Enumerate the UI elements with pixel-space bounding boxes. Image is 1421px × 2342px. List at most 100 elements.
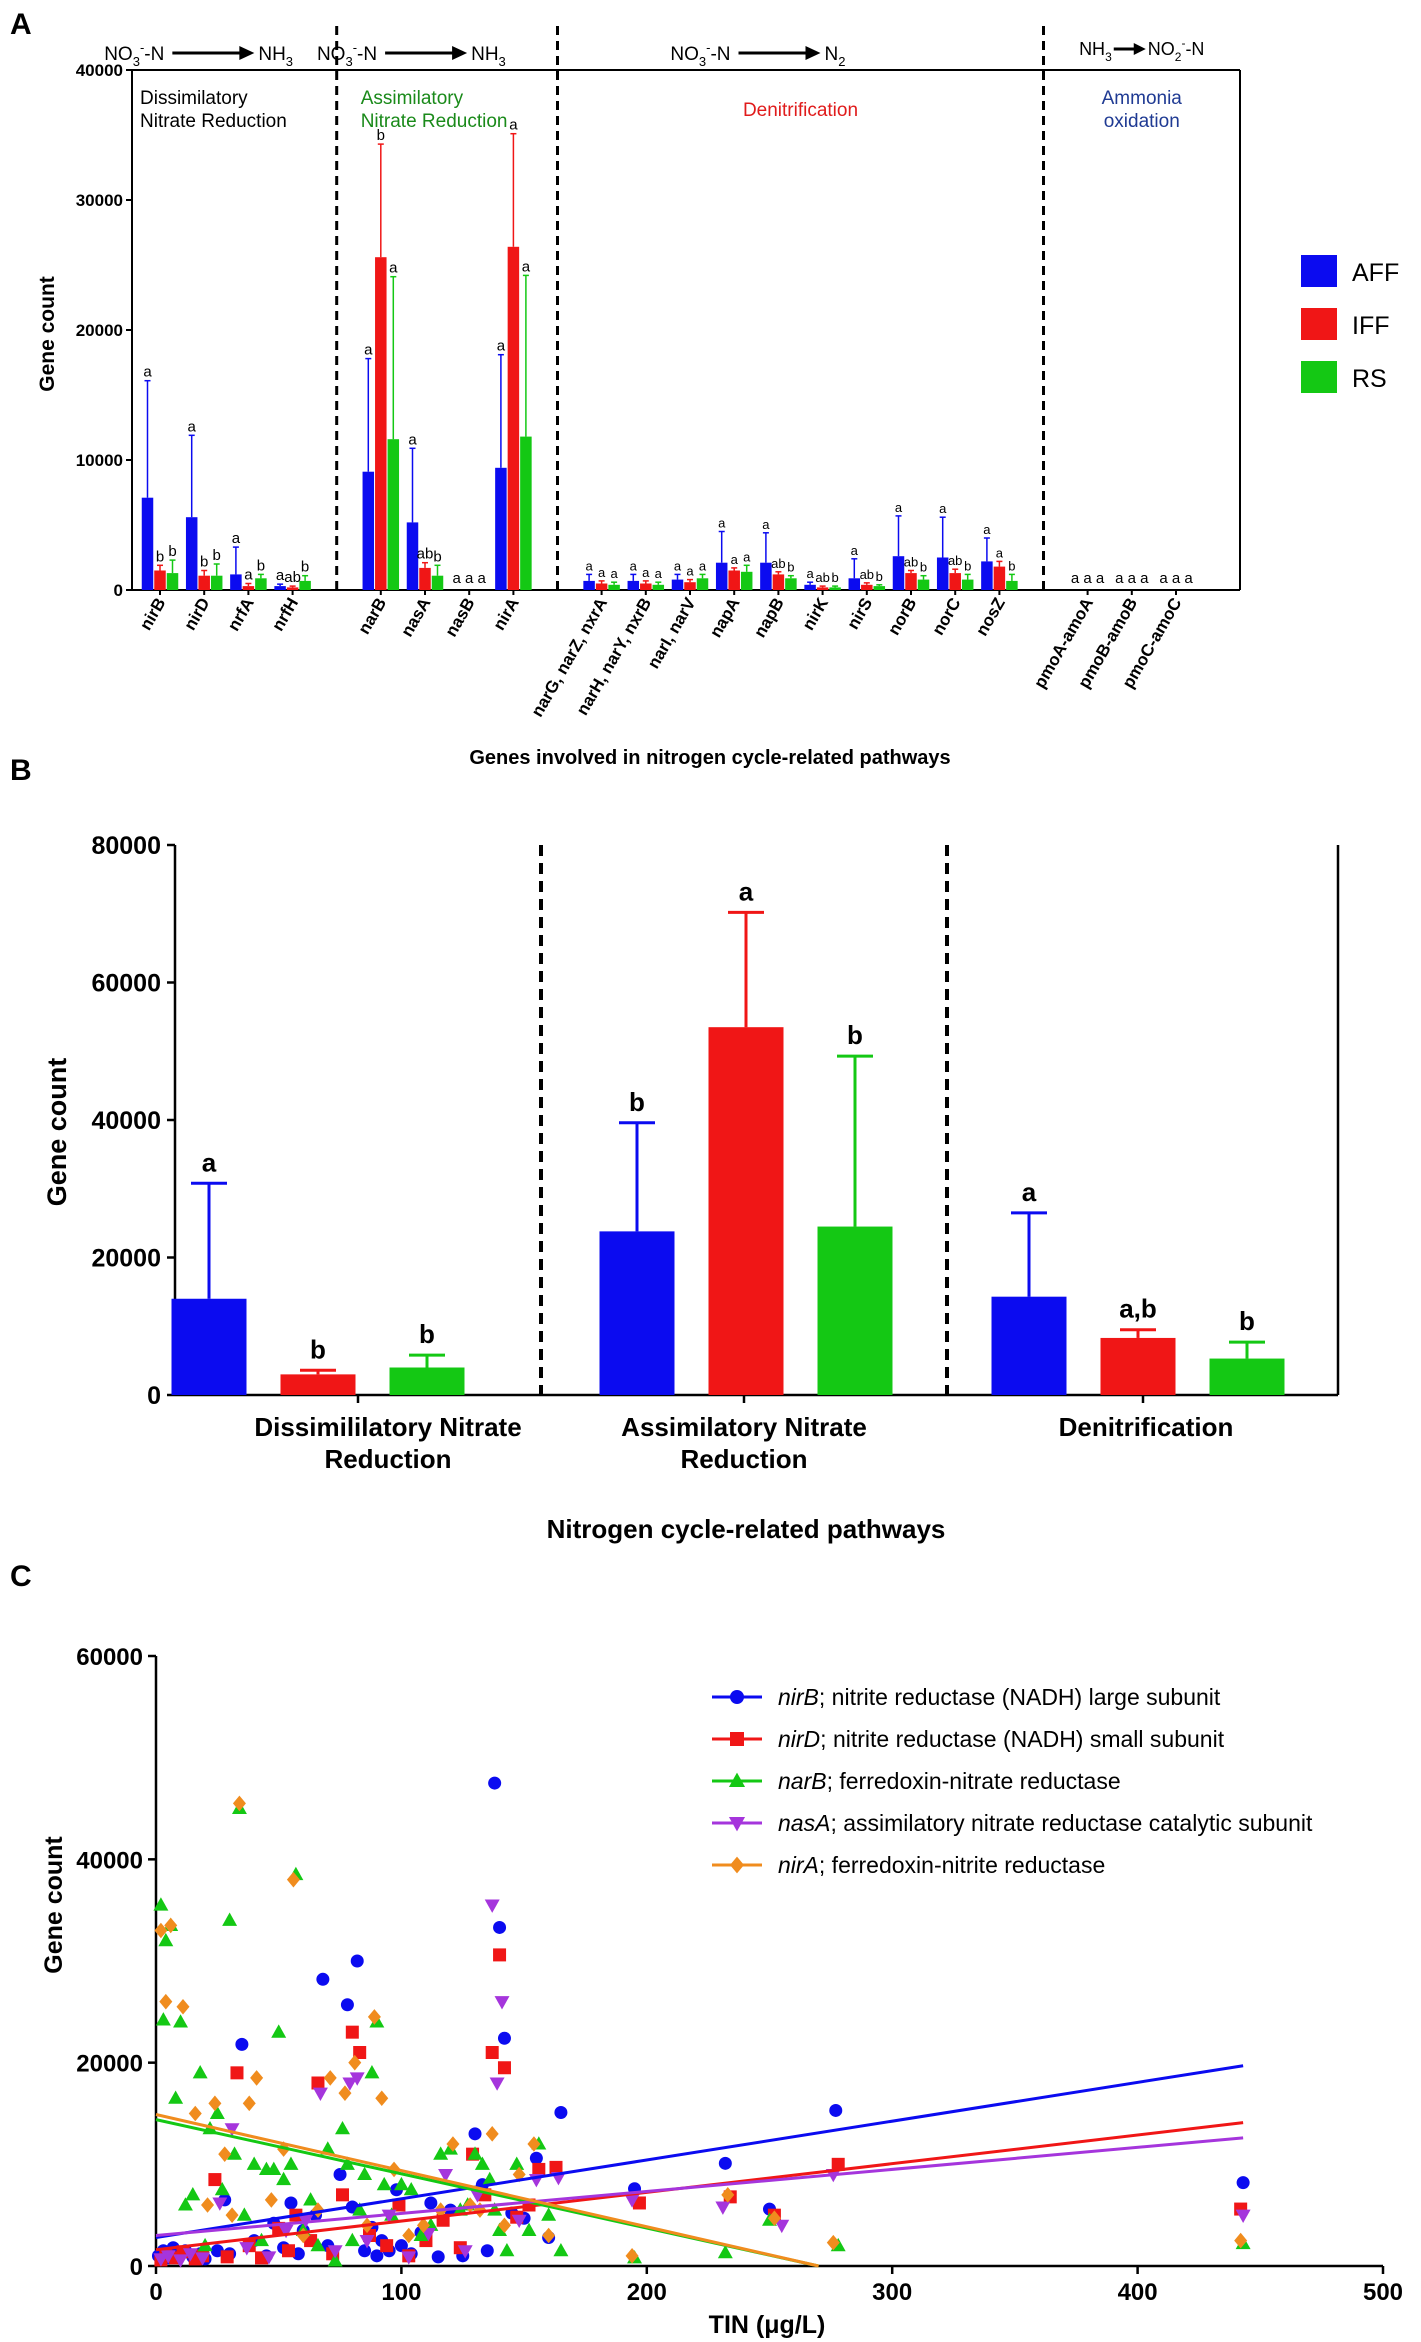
panel-a-bar [274,586,286,590]
panel-a-reaction: NO3--N N2 [670,40,845,69]
panel-c-point [413,2227,429,2242]
panel-a-bar [684,582,696,590]
panel-b-ytick-label: 40000 [91,1107,161,1135]
panel-a-sig-letter: a [509,117,518,134]
panel-c-point [327,2253,343,2267]
panel-a-sig-letter: a [232,530,241,547]
panel-c-point [549,2160,563,2174]
panel-a-category-label: nasA [397,595,434,641]
panel-c-point [222,1912,238,1926]
panel-b: B Gene count Nitrogen cycle-related path… [10,754,1340,1544]
panel-a-sig-letter: a [389,260,398,277]
panel-c-point [242,2095,256,2112]
panel-a-reaction-left: NO3--N [317,40,377,69]
panel-c-point [488,1776,502,1790]
panel-a-bar [507,246,520,591]
panel-a-reaction-right: NH3 [258,44,293,69]
panel-a-bar [166,573,179,590]
panel-c-xtick-label: 200 [627,2279,667,2306]
panel-a-category-label: nirS [843,595,876,633]
panel-a-sig-letter: a [610,566,618,581]
panel-a-sig-letter: a [1071,570,1080,587]
panel-c-point [625,2248,639,2264]
panel-c-point [342,2077,358,2091]
panel-c-point [509,2156,525,2170]
panel-b-ytick-label: 20000 [91,1245,161,1273]
panel-c-point [457,2245,473,2259]
panel-c-point [380,2239,394,2253]
panel-a-legend-label: AFF [1352,259,1399,287]
panel-c-point [728,1817,746,1832]
panel-c-trend-line [155,2113,819,2268]
panel-c-point [482,2171,498,2186]
panel-a-ytick-label: 0 [114,581,123,600]
panel-a-sig-letter: a [851,543,859,558]
panel-a-bar [431,575,444,590]
panel-b-ytick-label: 80000 [91,832,161,860]
panel-a-reaction: NO3--N NH3 [104,40,293,69]
panel-c-point [532,2162,546,2176]
panel-c-point [155,2012,171,2026]
panel-a-bar [949,573,961,590]
panel-a-bar [936,557,949,590]
panel-c-point [286,1871,300,1888]
panel-c-trend-line [155,2064,1244,2240]
panel-c-point [1235,2209,1251,2223]
panel-c-point [188,2105,202,2122]
panel-c-point [492,2222,508,2236]
panel-c-point [176,1998,190,2015]
panel-a-bar [255,578,267,590]
panel-a-bar [715,562,728,590]
panel-a-sig-letter: ab [771,556,785,571]
panel-c-point [402,2227,416,2244]
panel-a-bar [1006,580,1018,590]
panel-c-point [340,1998,354,2012]
panel-a-sig-letter: a [143,364,152,381]
panel-c-point [392,2198,406,2212]
panel-c-point [497,2061,511,2075]
panel-c-point [208,2095,222,2112]
panel-a-xlabel: Genes involved in nitrogen cycle-related… [469,747,950,769]
panel-c-point [494,1996,510,2010]
panel-b-ytick-label: 60000 [91,970,161,998]
panel-a-category-label: napB [750,595,788,641]
panel-b-sig-letter: a [202,1147,217,1177]
panel-a-sig-letter: a [642,565,650,580]
panel-a-sig-letter: a [364,342,373,359]
panel-c-point [521,2222,537,2236]
panel-c-point [357,2166,373,2181]
panel-c-point [336,2188,350,2202]
panel-c-point [333,2168,347,2181]
panel-c-point [160,2250,176,2264]
panel-a-sig-letter: a [1184,570,1193,587]
panel-c-point [230,2066,244,2080]
panel-a-reaction-left: NH3 [1079,39,1112,64]
panel-c-point [236,2207,252,2221]
panel-c-point [195,2252,211,2266]
panel-a-category-label: nirK [799,594,833,634]
panel-a-ytick-label: 20000 [76,321,123,340]
panel-a-bar [198,575,210,590]
panel-b-bar [991,1296,1067,1395]
panel-a-sig-letter: ab [417,546,434,563]
panel-a: A Gene count Genes involved in nitrogen … [10,8,1399,769]
panel-c-point [239,2242,255,2256]
panel-a-ylabel: Gene count [36,276,59,392]
panel-c-point [358,2244,372,2258]
panel-c-point [529,2151,543,2165]
panel-c-point [493,1920,507,1934]
panel-a-category-label: nasB [441,595,478,641]
panel-c-point [480,2244,494,2258]
panel-a-sig-letter: b [1008,558,1015,573]
panel-a-sig-letter: a [453,570,462,587]
panel-c-point [264,2192,278,2208]
panel-c-point [323,2070,337,2086]
panel-a-sig-letter: b [377,127,385,144]
panel-a-bar [583,580,595,590]
panel-a-legend-label: RS [1352,365,1387,393]
panel-a-category-label: nrfH [268,595,302,635]
panel-b-sig-letter: b [310,1334,326,1364]
panel-a-sig-letter: b [200,554,208,571]
panel-c-point [312,2087,328,2101]
panel-c-point [774,2219,790,2234]
